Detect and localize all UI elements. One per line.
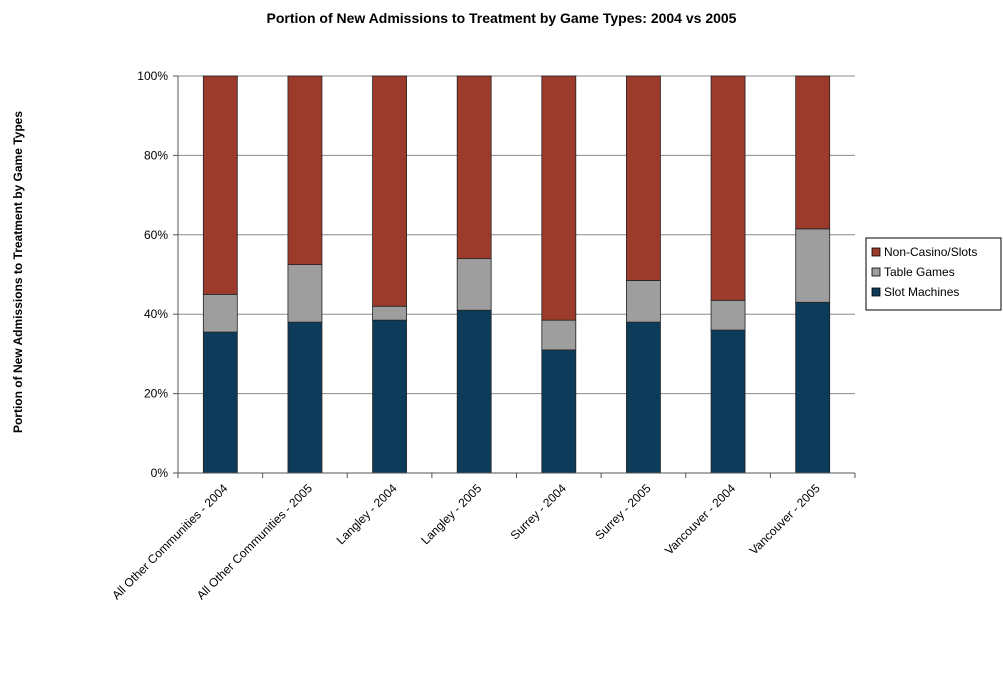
y-axis-label: Portion of New Admissions to Treatment b… xyxy=(11,111,25,433)
bar-slot-machines xyxy=(287,321,323,474)
legend-label: Table Games xyxy=(884,265,955,279)
legend-label: Non-Casino/Slots xyxy=(884,245,977,259)
y-tick-label: 80% xyxy=(144,148,168,162)
x-tick-label: Vancouver - 2005 xyxy=(747,481,823,557)
bar-slot-machines xyxy=(710,329,746,474)
chart-title: Portion of New Admissions to Treatment b… xyxy=(266,10,737,26)
bar-slot-machines xyxy=(456,309,492,474)
x-tick-label: Vancouver - 2004 xyxy=(662,481,738,557)
bar-table-games xyxy=(456,258,492,311)
y-tick-label: 100% xyxy=(137,69,168,83)
y-tick-label: 40% xyxy=(144,307,168,321)
x-tick-label: Surrey - 2004 xyxy=(508,481,570,543)
bar-non-casino-slots xyxy=(287,75,323,265)
bar-table-games xyxy=(795,228,831,303)
gridlines xyxy=(178,75,855,395)
bar-slot-machines xyxy=(541,349,577,474)
bar-non-casino-slots xyxy=(456,75,492,260)
bar-table-games xyxy=(710,299,746,331)
y-tick-labels: 0% 20% 40% 60% 80% 100% xyxy=(137,69,168,480)
bar-table-games xyxy=(626,280,661,323)
bar-slot-machines xyxy=(372,319,407,474)
bars xyxy=(202,75,831,474)
legend-swatch xyxy=(871,247,881,257)
y-tick-label: 60% xyxy=(144,228,168,242)
axes xyxy=(173,75,856,478)
bar-table-games xyxy=(287,264,323,323)
bar-table-games xyxy=(372,305,407,321)
bar-table-games xyxy=(202,293,238,333)
y-tick-label: 0% xyxy=(151,466,169,480)
bar-non-casino-slots xyxy=(626,75,661,281)
x-tick-label: Langley - 2005 xyxy=(418,481,484,547)
bar-non-casino-slots xyxy=(372,75,407,307)
legend-swatch xyxy=(871,287,881,297)
legend: Non-Casino/Slots Table Games Slot Machines xyxy=(865,237,1002,311)
bar-table-games xyxy=(541,319,577,351)
bar-slot-machines xyxy=(202,331,238,474)
x-tick-label: Langley - 2004 xyxy=(334,481,400,547)
bar-slot-machines xyxy=(795,301,831,474)
bar-non-casino-slots xyxy=(541,75,577,321)
legend-box xyxy=(865,237,1002,311)
y-tick-label: 20% xyxy=(144,387,168,401)
legend-swatch xyxy=(871,267,881,277)
bar-non-casino-slots xyxy=(795,75,831,230)
bar-slot-machines xyxy=(626,321,661,474)
bar-non-casino-slots xyxy=(202,75,238,295)
x-tick-label: Surrey - 2005 xyxy=(592,481,654,543)
legend-label: Slot Machines xyxy=(884,285,959,299)
bar-non-casino-slots xyxy=(710,75,746,301)
